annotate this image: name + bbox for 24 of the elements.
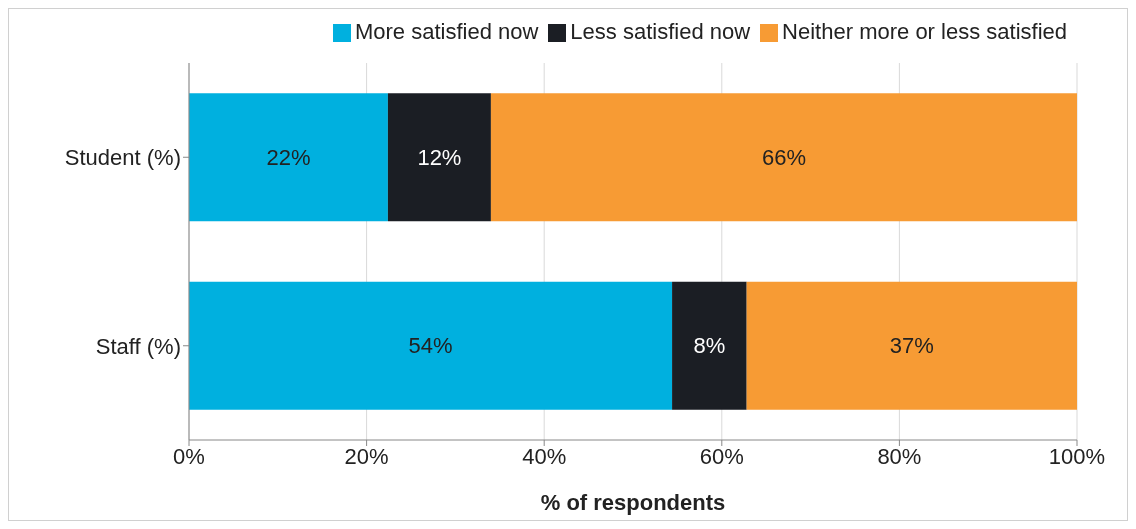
x-tick-label: 80% <box>877 443 922 469</box>
bar <box>189 281 673 410</box>
legend-label: Neither more or less satisfied <box>782 19 1067 44</box>
legend-label: More satisfied now <box>354 19 539 44</box>
bar <box>387 93 491 222</box>
y-tick-label: Staff (%) <box>95 333 181 359</box>
data-label: 37% <box>889 333 934 359</box>
bar <box>189 93 388 222</box>
x-tick-label: 20% <box>344 443 389 469</box>
data-label: 8% <box>693 333 726 359</box>
x-tick-label: 40% <box>522 443 567 469</box>
bar <box>672 281 747 410</box>
data-label: 12% <box>417 144 462 170</box>
legend-label: Less satisfied now <box>570 19 751 44</box>
data-label: 22% <box>266 144 311 170</box>
y-tick-label: Student (%) <box>64 145 181 171</box>
x-axis-title: % of respondents <box>540 490 726 515</box>
x-tick-label: 60% <box>699 443 744 469</box>
bar <box>746 281 1077 410</box>
x-tick-label: 0% <box>173 443 205 469</box>
data-label: 54% <box>408 333 453 359</box>
bar <box>490 93 1077 222</box>
data-label: 66% <box>761 144 806 170</box>
x-tick-label: 100% <box>1048 443 1106 469</box>
